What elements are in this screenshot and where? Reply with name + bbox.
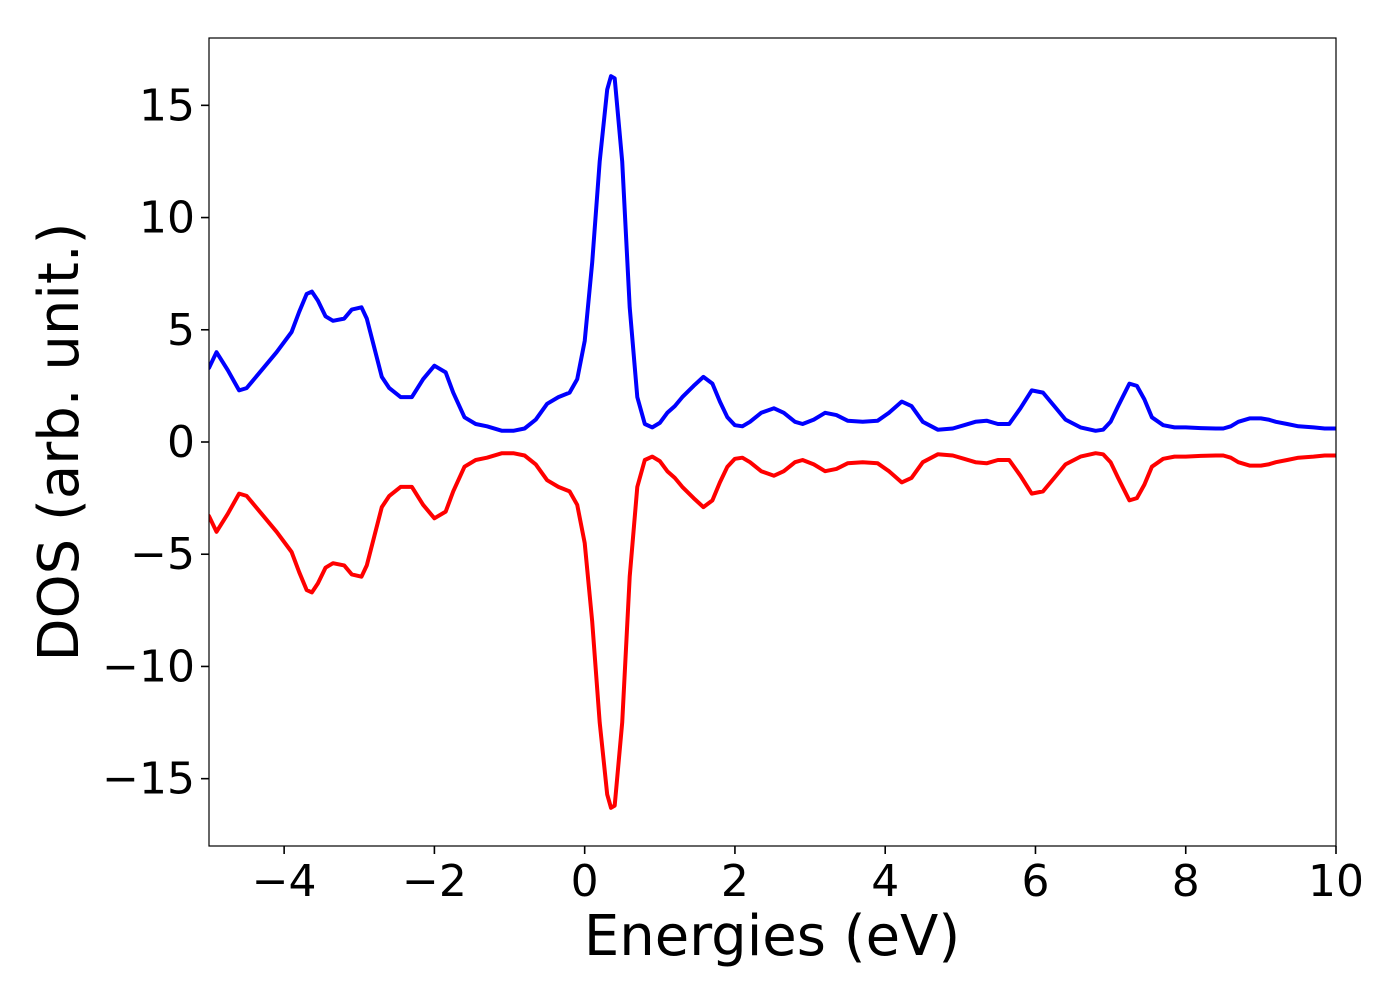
y-tick-label: 15 (139, 80, 195, 131)
x-tick-label: −4 (252, 856, 317, 907)
y-tick-label: 5 (167, 305, 195, 356)
plot-frame (208, 37, 1337, 847)
y-tick-label: −5 (130, 529, 195, 580)
y-tick-label: −15 (102, 754, 195, 805)
y-tick-label: 10 (139, 193, 195, 244)
y-tick-label: 0 (167, 417, 195, 468)
x-axis-ticks: −4 −2 0 2 4 6 8 10 (252, 846, 1364, 907)
series-line-spin-up (209, 74, 1336, 433)
x-tick-label: 4 (871, 856, 899, 907)
x-tick-label: 10 (1308, 856, 1364, 907)
x-tick-label: 8 (1172, 856, 1200, 907)
x-tick-label: −2 (402, 856, 467, 907)
y-tick-label: −10 (102, 641, 195, 692)
series-layer (209, 74, 1336, 810)
y-axis-label: DOS (arb. unit.) (27, 222, 92, 661)
x-tick-label: 0 (571, 856, 599, 907)
series-line-spin-down (209, 451, 1336, 810)
x-axis-label: Energies (eV) (584, 904, 960, 969)
x-tick-label: 2 (721, 856, 749, 907)
x-tick-label: 6 (1021, 856, 1049, 907)
y-axis-ticks: 15 10 5 0 −5 −10 −15 (102, 80, 209, 805)
